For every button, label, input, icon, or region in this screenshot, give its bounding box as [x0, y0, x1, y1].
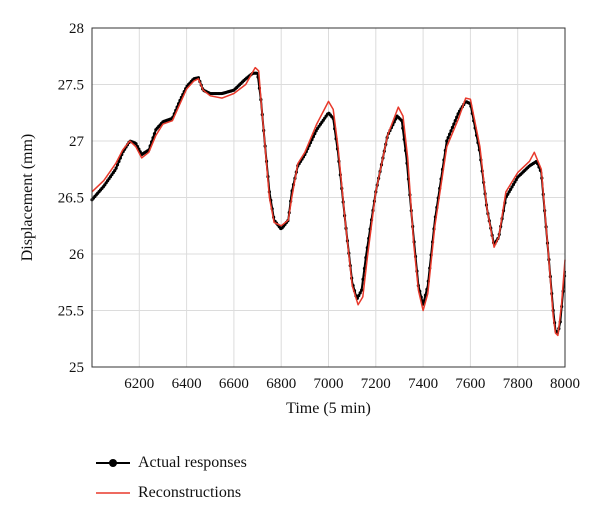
data-point [361, 277, 365, 281]
x-tick-label: 7000 [314, 376, 344, 392]
data-point [506, 192, 510, 196]
data-point [314, 129, 318, 133]
data-point [255, 71, 259, 75]
data-point [152, 132, 157, 136]
y-tick-labels: 25 25.5 26 26.5 27 27.5 28 [58, 21, 85, 376]
legend-item-reconstructions: Reconstructions [96, 478, 247, 508]
data-point [114, 166, 118, 170]
y-tick-label: 26 [69, 247, 85, 263]
y-tick-label: 27 [69, 134, 85, 150]
series-group [90, 66, 567, 337]
data-point [456, 112, 460, 116]
x-tick-label: 7200 [361, 376, 391, 392]
y-tick-label: 25.5 [58, 304, 84, 320]
y-tick-label: 26.5 [58, 191, 84, 207]
data-point [507, 190, 511, 194]
legend: Actual responses Reconstructions [96, 448, 247, 508]
legend-item-actual: Actual responses [96, 448, 247, 478]
data-point [447, 132, 452, 136]
data-point [509, 187, 513, 191]
x-tick-labels: 6200 6400 6600 6800 7000 7200 7400 7600 7800 8000 [124, 376, 580, 392]
y-tick-label: 27.5 [58, 78, 84, 94]
x-tick-label: 6800 [266, 376, 296, 392]
data-point [445, 139, 449, 143]
data-point [360, 288, 364, 292]
x-tick-label: 6400 [172, 376, 202, 392]
data-point [513, 180, 517, 184]
data-point [510, 185, 514, 189]
x-tick-label: 7800 [503, 376, 533, 392]
x-tick-label: 7600 [455, 376, 485, 392]
data-point [399, 118, 403, 122]
grid-lines [92, 28, 565, 367]
legend-label-reconstructions: Reconstructions [138, 484, 242, 501]
data-point [134, 142, 138, 146]
data-point [358, 291, 362, 295]
data-point [115, 163, 120, 167]
data-point [450, 125, 455, 130]
data-point [452, 122, 456, 126]
legend-swatch-actual [96, 459, 130, 467]
plot-frame [91, 27, 566, 368]
data-point [113, 169, 117, 173]
x-tick-label: 7400 [408, 376, 438, 392]
legend-swatch-reconstructions [96, 492, 130, 494]
data-point [514, 178, 518, 182]
x-tick-label: 8000 [550, 376, 580, 392]
y-tick-label: 25 [69, 360, 84, 376]
data-point [423, 293, 428, 297]
y-axis-label: Displacement (mm) [19, 134, 36, 262]
y-tick-label: 28 [69, 21, 84, 37]
data-point [446, 136, 450, 140]
data-point [455, 115, 459, 119]
data-point [453, 119, 457, 123]
data-point [449, 129, 453, 133]
x-tick-label: 6600 [219, 376, 249, 392]
x-tick-label: 6200 [124, 376, 154, 392]
data-point [467, 101, 472, 105]
data-point [357, 293, 361, 298]
legend-label-actual: Actual responses [138, 454, 247, 471]
data-point [511, 182, 516, 187]
data-point [117, 159, 121, 163]
x-axis-label: Time (5 min) [286, 400, 371, 417]
series-line-reconstructions [91, 66, 566, 337]
data-point [313, 132, 317, 136]
